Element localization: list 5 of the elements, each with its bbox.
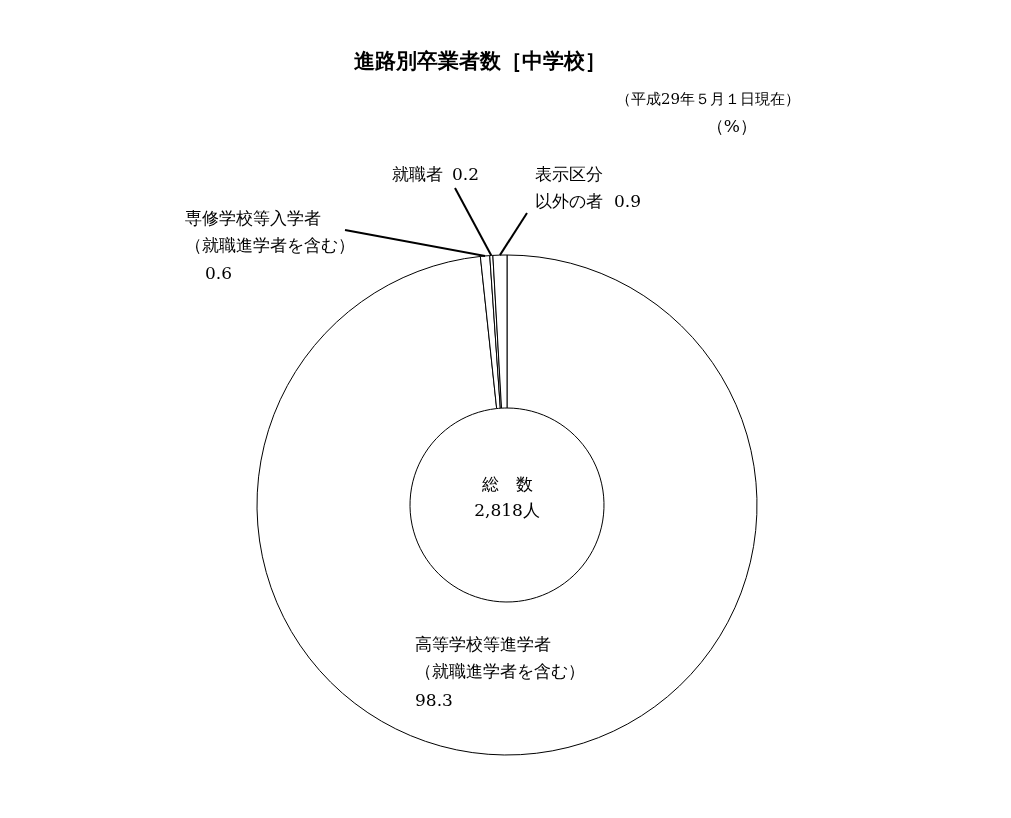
annotation: 2,818人 xyxy=(474,500,540,520)
subtitle: （平成29年５月１日現在） xyxy=(615,90,800,108)
annotation: 総 数 xyxy=(481,474,533,494)
annotation: （%） xyxy=(706,116,757,136)
title: 進路別卒業者数［中学校］ xyxy=(354,48,606,73)
